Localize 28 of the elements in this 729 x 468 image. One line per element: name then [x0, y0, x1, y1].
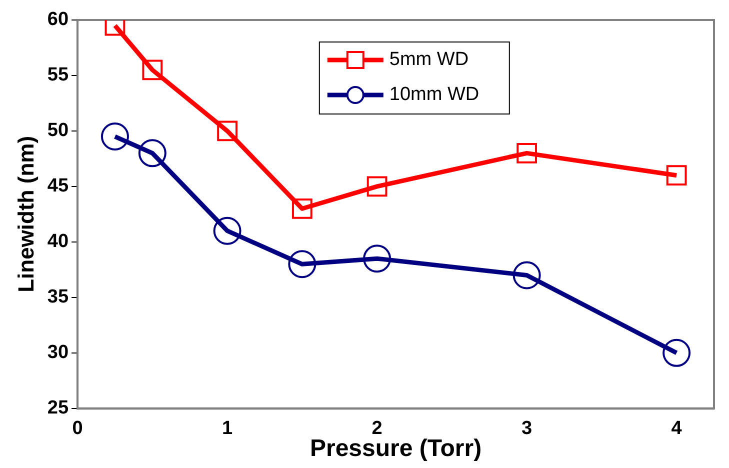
y-axis-title: Linewidth (nm) [13, 136, 38, 292]
point [213, 216, 242, 245]
y-tick-label: 55 [47, 64, 69, 86]
point [666, 165, 687, 186]
point [662, 338, 691, 367]
point [516, 142, 537, 164]
point [217, 120, 238, 142]
point [512, 261, 541, 290]
point [292, 198, 312, 219]
point [366, 176, 388, 197]
y-tick-label: 30 [47, 342, 69, 364]
point [288, 250, 316, 278]
point [100, 122, 129, 151]
x-tick-label: 0 [72, 418, 83, 440]
y-tick-label: 45 [47, 176, 69, 197]
y-tick-label: 50 [47, 120, 69, 142]
legend-label: 10mm WD [389, 84, 480, 106]
x-tick-label: 3 [522, 418, 532, 440]
point [138, 139, 166, 168]
x-tick-label: 4 [671, 418, 682, 440]
legend-label: 5mm WD [389, 49, 469, 70]
y-tick-label: 40 [47, 231, 69, 252]
y-tick-label: 25 [47, 398, 69, 419]
point [142, 60, 163, 80]
y-tick-label: 60 [47, 9, 69, 30]
y-tick-label: 35 [47, 286, 69, 308]
point [363, 244, 392, 273]
x-tick-label: 1 [222, 418, 233, 440]
